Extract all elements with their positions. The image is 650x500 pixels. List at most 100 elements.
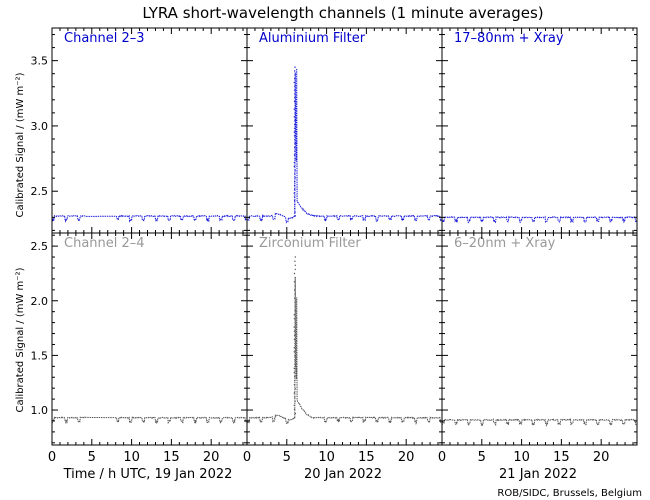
series-1-0 bbox=[51, 416, 247, 425]
flare-point bbox=[294, 305, 296, 308]
flare-point bbox=[293, 330, 296, 332]
panel-title: Channel 2–3 bbox=[64, 31, 145, 46]
panel-title: Aluminium Filter bbox=[259, 31, 366, 46]
x-tick-label: 15 bbox=[358, 450, 375, 465]
flare-point bbox=[294, 123, 296, 126]
flare-point bbox=[294, 89, 296, 91]
flare-point bbox=[294, 297, 296, 299]
panel-frame bbox=[441, 232, 638, 446]
flare-point bbox=[293, 161, 296, 164]
day-label-2: 20 Jan 2022 bbox=[304, 467, 382, 482]
flare-point bbox=[294, 104, 296, 107]
series-0-1 bbox=[246, 68, 442, 224]
flare-point bbox=[294, 139, 296, 141]
flare-point bbox=[294, 93, 296, 95]
flare-point bbox=[293, 116, 295, 118]
chart-title: LYRA short-wavelength channels (1 minute… bbox=[142, 4, 543, 22]
flare-point bbox=[294, 74, 296, 76]
flare-point bbox=[294, 388, 296, 390]
x-tick-label: 5 bbox=[88, 450, 96, 465]
flare-point bbox=[293, 165, 295, 168]
credit-text: ROB/SIDC, Brussels, Belgium bbox=[497, 488, 642, 499]
flare-point bbox=[294, 400, 296, 402]
flare-point bbox=[293, 181, 296, 183]
flare-point bbox=[294, 146, 296, 148]
x-tick-label: 20 bbox=[203, 450, 220, 465]
flare-point bbox=[293, 200, 296, 202]
flare-point bbox=[294, 177, 296, 179]
x-tick-label: 0 bbox=[438, 450, 446, 465]
flare-point bbox=[294, 412, 296, 415]
flare-point bbox=[293, 272, 296, 275]
panel-frame bbox=[51, 27, 248, 234]
flare-point bbox=[293, 100, 296, 103]
panel-frame bbox=[246, 232, 443, 446]
y-axis-label-top: Calibrated Signal / (mW m⁻²) bbox=[15, 72, 26, 217]
flare-point bbox=[293, 81, 295, 84]
flare-point bbox=[294, 188, 296, 190]
flare-point bbox=[294, 70, 296, 72]
x-tick-label: 5 bbox=[478, 450, 486, 465]
flare-point bbox=[294, 256, 296, 258]
x-tick-label: 5 bbox=[283, 450, 291, 465]
x-tick-label: 10 bbox=[513, 450, 530, 465]
panel-frame bbox=[441, 27, 638, 234]
series-0-0 bbox=[51, 214, 247, 223]
flare-point bbox=[293, 154, 296, 156]
flare-point bbox=[293, 334, 296, 336]
flare-point bbox=[294, 112, 296, 114]
x-tick-label: 0 bbox=[243, 450, 251, 465]
flare-point bbox=[294, 207, 296, 210]
x-tick-label: 20 bbox=[593, 450, 610, 465]
panel-frame bbox=[51, 232, 248, 446]
flare-point bbox=[294, 85, 296, 88]
flare-point bbox=[294, 322, 296, 324]
flare-point bbox=[293, 318, 296, 320]
flare-point bbox=[293, 192, 295, 194]
y-tick-label: 3.5 bbox=[31, 55, 49, 68]
panel-title: 6–20nm + Xray bbox=[454, 236, 556, 251]
x-tick-label: 20 bbox=[398, 450, 415, 465]
y-tick-label: 1.5 bbox=[31, 349, 49, 362]
flare-point bbox=[293, 351, 295, 353]
flare-point bbox=[294, 293, 296, 295]
flare-point bbox=[293, 281, 296, 283]
flare-point bbox=[293, 108, 295, 110]
panel-title: 17–80nm + Xray bbox=[454, 31, 564, 46]
y-tick-label: 2.0 bbox=[31, 295, 49, 308]
flare-point bbox=[294, 309, 296, 312]
panels-group: Channel 2–3 2.5 3.0 3.5 Aluminium Filter 17–8… bbox=[31, 27, 638, 465]
flare-point bbox=[294, 260, 296, 262]
flare-point bbox=[293, 417, 296, 419]
day-label-3: 21 Jan 2022 bbox=[499, 467, 577, 482]
flare-point bbox=[293, 289, 296, 291]
y-tick-label: 2.5 bbox=[31, 240, 49, 253]
flare-point bbox=[294, 119, 296, 122]
flare-point bbox=[293, 314, 295, 316]
y-tick-label: 3.0 bbox=[31, 120, 49, 133]
flare-point bbox=[294, 379, 296, 382]
flare-point bbox=[293, 127, 296, 129]
flare-point bbox=[294, 142, 296, 145]
flare-point bbox=[294, 97, 296, 99]
flare-point bbox=[294, 285, 296, 287]
flare-point bbox=[294, 150, 296, 152]
flare-point bbox=[294, 173, 296, 175]
flare-point bbox=[293, 347, 295, 349]
flare-point bbox=[294, 77, 296, 80]
panel-title: Channel 2–4 bbox=[64, 236, 145, 251]
flare-point bbox=[293, 408, 296, 411]
x-tick-label: 15 bbox=[163, 450, 180, 465]
x-tick-label: 10 bbox=[123, 450, 140, 465]
flare-point bbox=[293, 131, 295, 133]
flare-point bbox=[294, 211, 296, 213]
y-tick-label: 2.5 bbox=[31, 185, 49, 198]
flare-point bbox=[294, 158, 296, 160]
flare-point bbox=[293, 367, 295, 369]
flare-point bbox=[293, 371, 295, 374]
flare-point bbox=[294, 169, 296, 171]
x-tick-label: 10 bbox=[318, 450, 335, 465]
x-tick-label: 15 bbox=[553, 450, 570, 465]
flare-point bbox=[293, 326, 295, 328]
flare-point bbox=[293, 404, 295, 406]
